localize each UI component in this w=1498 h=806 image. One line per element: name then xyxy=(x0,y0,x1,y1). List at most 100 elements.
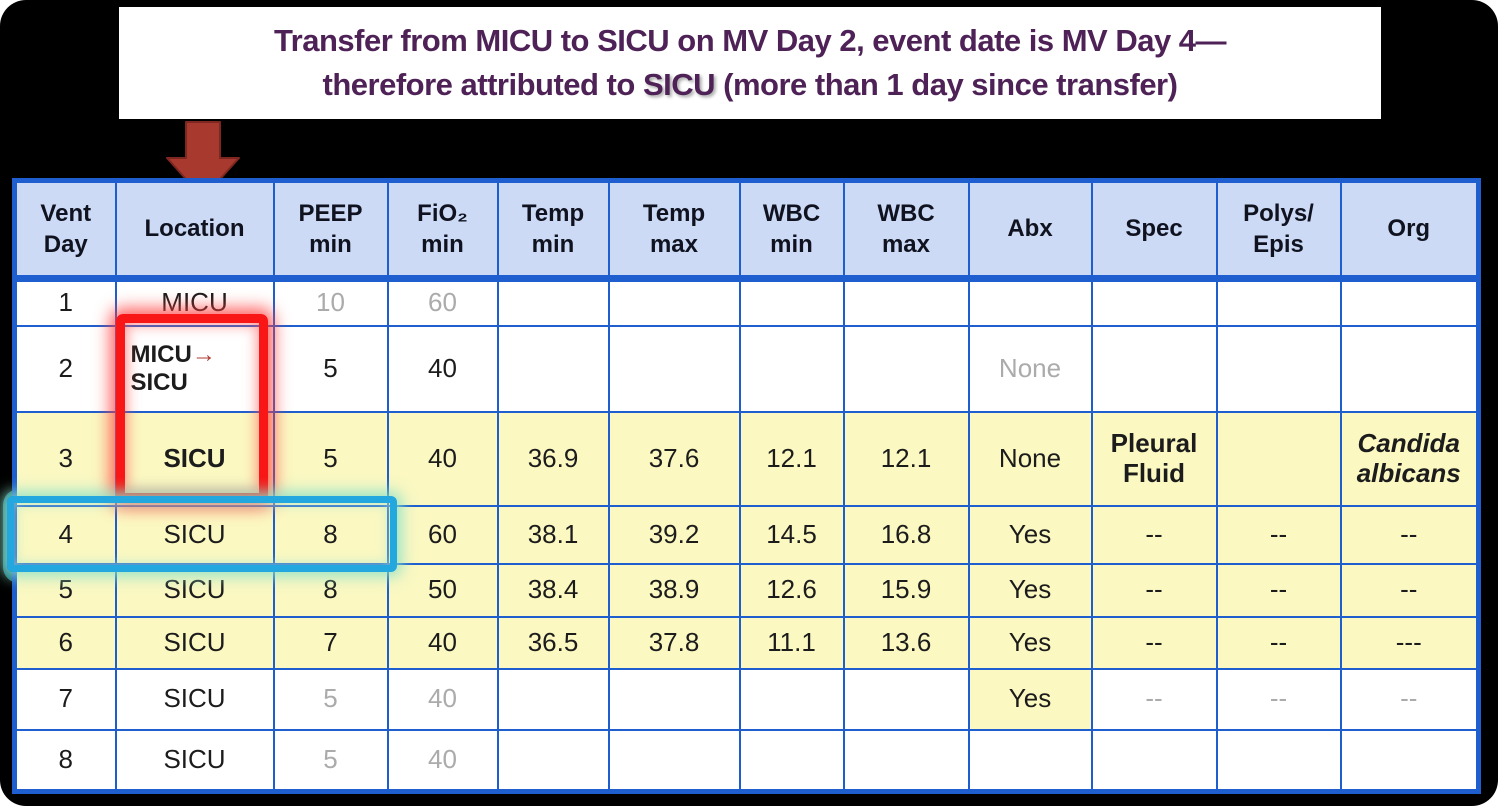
table-cell: 12.1 xyxy=(842,410,970,507)
table-cell: 14.5 xyxy=(738,504,845,565)
table-cell: 4 xyxy=(13,504,117,565)
table-cell xyxy=(496,324,610,413)
table-cell: SICU xyxy=(114,667,275,731)
column-header-polys-epis: Polys/Epis xyxy=(1215,179,1342,282)
table-cell xyxy=(738,277,845,327)
table-cell: --- xyxy=(1339,615,1480,670)
table-cell: Yes xyxy=(967,615,1093,670)
table-cell: -- xyxy=(1090,504,1218,565)
vent-day-table-wrap: Vent Day Location PEEP min FiO₂ min Temp min Temp… xyxy=(12,178,1481,794)
table-cell: 5 xyxy=(272,667,389,731)
table-cell: -- xyxy=(1339,504,1480,565)
vent-day-table: Vent Day Location PEEP min FiO₂ min Temp min Temp… xyxy=(12,178,1481,794)
callout-line2-emphasis: SICU xyxy=(642,67,716,102)
column-header-vent-day: Vent Day xyxy=(13,179,117,282)
table-cell xyxy=(1090,728,1218,793)
column-header-peep-min: PEEP min xyxy=(272,179,389,282)
table-cell: SICU xyxy=(114,728,275,793)
table-cell: 10 xyxy=(272,277,389,327)
table-cell xyxy=(496,277,610,327)
table-cell: 2 xyxy=(13,324,117,413)
column-header-temp-min: Temp min xyxy=(496,179,610,282)
table-row-day-1: 1 MICU 10 60 xyxy=(13,277,1480,327)
table-cell xyxy=(842,324,970,413)
table-cell xyxy=(842,277,970,327)
table-cell xyxy=(1339,277,1480,327)
table-cell: 16.8 xyxy=(842,504,970,565)
column-header-wbc-min: WBC min xyxy=(738,179,845,282)
table-cell: 8 xyxy=(272,504,389,565)
table-cell: 12.6 xyxy=(738,562,845,618)
table-cell xyxy=(1090,324,1218,413)
table-cell xyxy=(607,728,741,793)
table-cell xyxy=(1215,277,1342,327)
table-cell: 40 xyxy=(386,410,499,507)
table-cell: Yes xyxy=(967,562,1093,618)
transfer-arrow-icon: → xyxy=(191,340,216,368)
transfer-cell: MICU→ SICU xyxy=(114,324,275,413)
table-cell: None xyxy=(967,410,1093,507)
table-cell xyxy=(967,277,1093,327)
table-cell: None xyxy=(967,324,1093,413)
teal-highlight-box xyxy=(7,496,397,572)
table-cell: 38.4 xyxy=(496,562,610,618)
table-cell xyxy=(607,324,741,413)
table-cell: 6 xyxy=(13,615,117,670)
column-header-org: Org xyxy=(1339,179,1480,282)
column-header-abx: Abx xyxy=(967,179,1093,282)
callout-line2: therefore attributed to SICU (more than … xyxy=(119,67,1381,103)
column-header-fio-min: FiO₂ min xyxy=(386,179,499,282)
table-cell: 40 xyxy=(386,728,499,793)
table-row-day-2: 2 MICU→ SICU 5 40 None xyxy=(13,324,1480,413)
table-cell: -- xyxy=(1090,615,1218,670)
table-cell: 36.9 xyxy=(496,410,610,507)
table-cell: 7 xyxy=(13,667,117,731)
table-cell xyxy=(738,667,845,731)
table-row-day-4: 4 SICU 8 60 38.1 39.2 14.5 16.8 Yes -- -- -- xyxy=(13,504,1480,565)
table-cell: 50 xyxy=(386,562,499,618)
table-cell: Yes xyxy=(967,667,1093,731)
table-cell: -- xyxy=(1090,562,1218,618)
table-cell: 1 xyxy=(13,277,117,327)
callout-box: Transfer from MICU to SICU on MV Day 2, … xyxy=(119,7,1381,119)
table-cell xyxy=(607,667,741,731)
table-row-day-8: 8 SICU 5 40 xyxy=(13,728,1480,793)
column-header-wbc-max: WBC max xyxy=(842,179,970,282)
table-cell xyxy=(967,728,1093,793)
table-cell: -- xyxy=(1215,667,1342,731)
table-cell xyxy=(1339,324,1480,413)
table-cell: 38.1 xyxy=(496,504,610,565)
table-row-day-6: 6 SICU 7 40 36.5 37.8 11.1 13.6 Yes -- -- --- xyxy=(13,615,1480,670)
table-cell: 37.8 xyxy=(607,615,741,670)
table-cell: 60 xyxy=(386,504,499,565)
table-cell: SICU xyxy=(114,562,275,618)
table-cell xyxy=(738,324,845,413)
table-cell: 40 xyxy=(386,615,499,670)
table-cell: 11.1 xyxy=(738,615,845,670)
table-row-day-3: 3 SICU 5 40 36.9 37.6 12.1 12.1 None Pleural Flui… xyxy=(13,410,1480,507)
table-cell: Yes xyxy=(967,504,1093,565)
table-cell xyxy=(1215,324,1342,413)
table-cell: 5 xyxy=(272,410,389,507)
table-cell: 12.1 xyxy=(738,410,845,507)
table-cell: -- xyxy=(1339,562,1480,618)
table-cell xyxy=(1215,728,1342,793)
table-cell: 5 xyxy=(272,728,389,793)
table-cell: 5 xyxy=(272,324,389,413)
table-cell: -- xyxy=(1339,667,1480,731)
table-header-row: Vent Day Location PEEP min FiO₂ min Temp min Temp… xyxy=(13,179,1480,282)
table-cell: 8 xyxy=(13,728,117,793)
table-cell: 36.5 xyxy=(496,615,610,670)
table-cell: -- xyxy=(1215,504,1342,565)
table-cell xyxy=(1339,728,1480,793)
table-cell xyxy=(1090,277,1218,327)
table-cell xyxy=(842,728,970,793)
table-cell: 3 xyxy=(13,410,117,507)
table-cell: SICU xyxy=(114,615,275,670)
table-cell: 40 xyxy=(386,324,499,413)
callout-line1: Transfer from MICU to SICU on MV Day 2, … xyxy=(273,23,1227,59)
table-row-day-7: 7 SICU 5 40 Yes -- -- -- xyxy=(13,667,1480,731)
table-row-day-5: 5 SICU 8 50 38.4 38.9 12.6 15.9 Yes -- -- -- xyxy=(13,562,1480,618)
table-cell: 13.6 xyxy=(842,615,970,670)
